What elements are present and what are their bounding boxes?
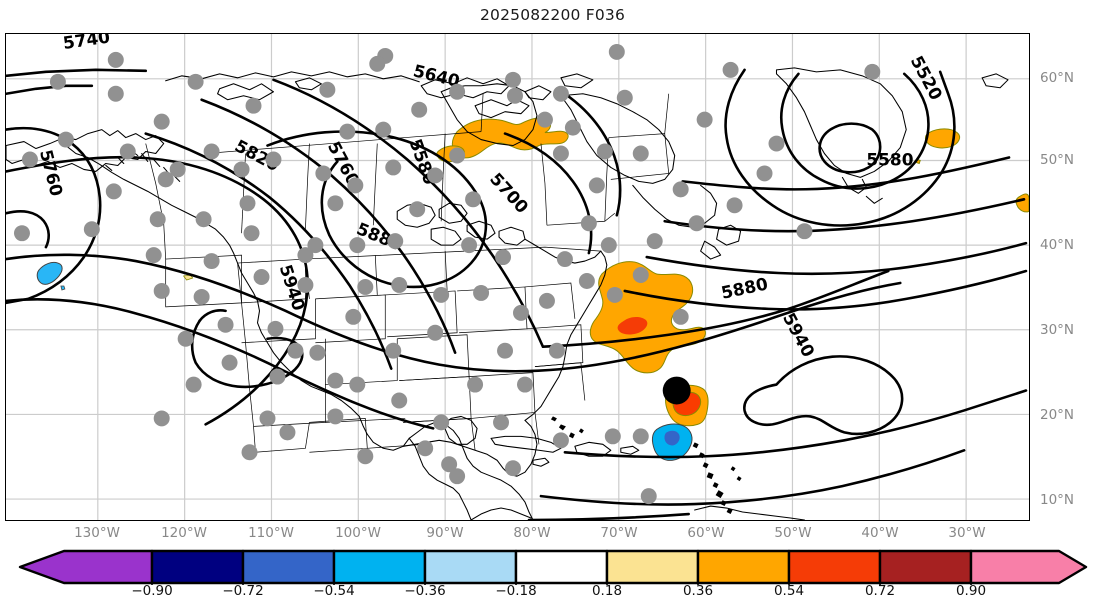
colorbar-swatch-4	[514, 549, 609, 585]
lat-tick-30: 30°N	[1040, 322, 1075, 338]
contour-labels: 5740 5760 5640 5820 5760 5580 5700 5880 …	[36, 34, 946, 360]
colorbar-tick-label-7: 0.54	[773, 583, 805, 599]
lon-tick-8: 50°W	[774, 525, 812, 541]
colorbar-tick-label-9: 0.90	[955, 583, 987, 599]
contour-label-5580-ne: 5580	[866, 149, 913, 169]
contour-label-5880-atl: 5880	[719, 273, 769, 302]
chart-title: 2025082200 F036	[479, 6, 626, 24]
colorbar-tick-label-5: 0.18	[591, 583, 623, 599]
lon-tick-9: 40°W	[861, 525, 899, 541]
contour-label-5940-atl: 5940	[779, 309, 819, 360]
colorbar-swatch-7	[787, 549, 882, 585]
lat-tick-20: 20°N	[1040, 407, 1075, 423]
lon-tick-10: 30°W	[948, 525, 986, 541]
colorbar-tick-label-3: −0.36	[404, 583, 446, 599]
colorbar-swatch-1	[241, 549, 336, 585]
contour-label-5520: 5520	[907, 52, 947, 103]
lon-tick-6: 70°W	[600, 525, 638, 541]
storm-center-marker	[662, 376, 691, 405]
shaded-region-right-edge	[1015, 193, 1029, 213]
colorbar-tick-label-2: −0.54	[313, 583, 355, 599]
colorbar-ticks	[151, 583, 972, 585]
colorbar-svg	[18, 549, 1088, 585]
station-dots	[13, 43, 881, 505]
colorbar-tick-label-6: 0.36	[682, 583, 714, 599]
contour-label-5760-left: 5760	[36, 148, 67, 199]
colorbar-tick-label-8: 0.72	[864, 583, 896, 599]
shaded-region-pacific-negative-speck	[60, 285, 66, 291]
contour-label-5740: 5740	[62, 34, 112, 53]
contour-label-5700: 5700	[486, 169, 532, 217]
lon-tick-4: 90°W	[426, 525, 464, 541]
colorbar-tick-label-1: −0.72	[222, 583, 264, 599]
colorbar-swatch-under	[18, 549, 154, 585]
shaded-region-atlantic-core	[617, 316, 648, 335]
colorbar-swatch-0	[150, 549, 245, 585]
lon-tick-3: 100°W	[335, 525, 381, 541]
lat-tick-50: 50°N	[1040, 152, 1075, 168]
lon-tick-7: 60°W	[687, 525, 725, 541]
lon-tick-0: 130°W	[74, 525, 120, 541]
colorbar-tick-label-0: −0.90	[131, 583, 173, 599]
lon-tick-2: 110°W	[248, 525, 294, 541]
shaded-region-pacific-negative	[36, 261, 63, 285]
lat-tick-60: 60°N	[1040, 70, 1075, 86]
colorbar-swatch-6	[696, 549, 791, 585]
shaded-region-tc-negative-core	[664, 430, 680, 446]
map-canvas: 5740 5760 5640 5820 5760 5580 5700 5880 …	[6, 34, 1029, 520]
colorbar	[12, 549, 1094, 585]
colorbar-swatch-2	[332, 549, 427, 585]
colorbar-swatch-5	[605, 549, 700, 585]
colorbar-swatch-3	[423, 549, 518, 585]
shaded-region-sw-speck	[182, 274, 194, 281]
colorbar-tick-label-4: −0.18	[495, 583, 537, 599]
map-plot-area: 5740 5760 5640 5820 5760 5580 5700 5880 …	[5, 33, 1030, 521]
lon-tick-1: 120°W	[161, 525, 207, 541]
lat-tick-40: 40°N	[1040, 237, 1075, 253]
colorbar-swatch-8	[878, 549, 973, 585]
lat-tick-10: 10°N	[1040, 492, 1075, 508]
lon-tick-5: 80°W	[513, 525, 551, 541]
colorbar-swatch-over	[969, 549, 1088, 585]
